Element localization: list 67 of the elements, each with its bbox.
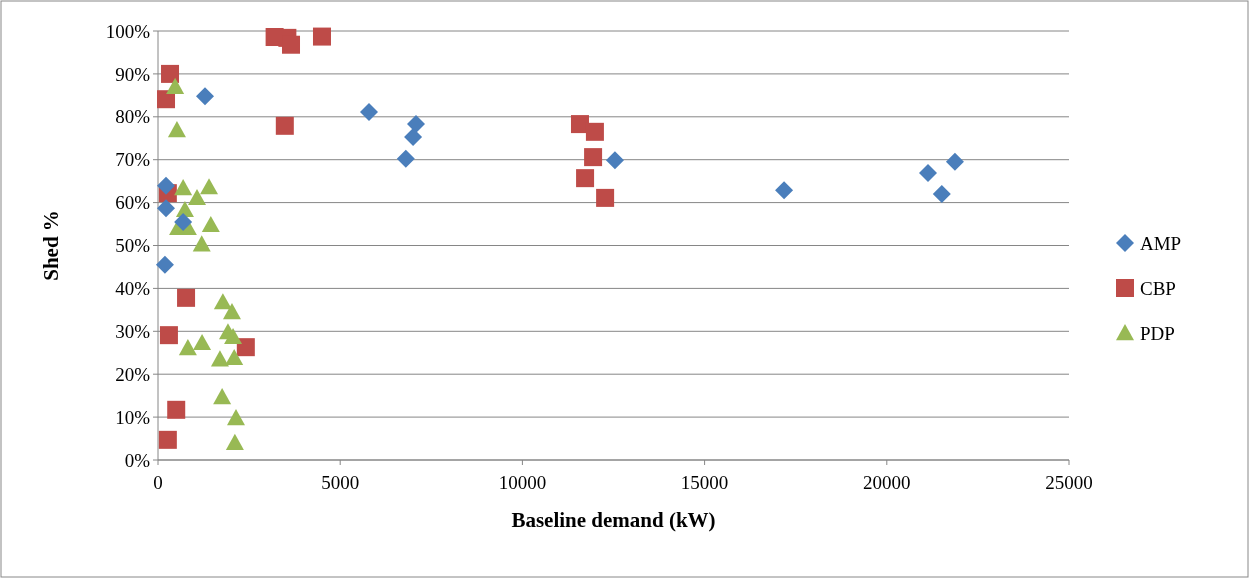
point [177, 288, 196, 307]
y-axis-title: Shed % [39, 210, 63, 281]
point [596, 188, 615, 207]
point [213, 293, 232, 310]
point [396, 149, 415, 168]
y-tick-label: 80% [115, 106, 151, 128]
y-tick-label: 100% [105, 20, 151, 42]
point [161, 64, 180, 83]
y-tick-label: 30% [115, 320, 151, 342]
point [158, 430, 177, 449]
point [404, 127, 423, 146]
y-tick-label: 90% [115, 63, 151, 85]
y-tick-label: 70% [115, 149, 151, 171]
point [157, 90, 176, 109]
point [225, 348, 244, 366]
point [178, 339, 197, 356]
point [187, 188, 206, 206]
y-tick-label: 0% [124, 449, 151, 471]
point [157, 176, 176, 195]
point [224, 327, 243, 345]
point [570, 115, 589, 134]
point [174, 179, 193, 196]
legend-label: CBP [1140, 277, 1176, 299]
y-tick-label: 40% [115, 278, 151, 300]
x-tick-label: 5000 [321, 472, 360, 493]
point [210, 350, 229, 367]
point [359, 103, 378, 122]
point [275, 116, 294, 135]
x-tick-label: 0 [153, 472, 163, 493]
point [226, 408, 245, 426]
y-tick-label: 60% [115, 192, 151, 214]
point [576, 169, 595, 188]
point [196, 87, 215, 106]
y-tick-label: 50% [115, 235, 151, 257]
legend-label: AMP [1140, 232, 1182, 254]
point [159, 326, 178, 345]
point [585, 122, 604, 141]
x-tick-label: 25000 [1045, 472, 1093, 493]
point [932, 185, 951, 204]
x-axis-title: Baseline demand (kW) [511, 508, 716, 532]
point [155, 255, 174, 274]
point [222, 303, 241, 320]
point [201, 215, 220, 233]
x-tick-label: 15000 [680, 472, 729, 493]
point [200, 178, 219, 195]
point [605, 151, 624, 170]
x-tick-label: 10000 [498, 472, 547, 493]
point [312, 27, 331, 46]
point [945, 152, 964, 171]
y-tick-label: 10% [115, 406, 151, 428]
point [236, 338, 255, 357]
point [157, 199, 176, 218]
point [167, 121, 186, 138]
point [225, 433, 244, 451]
point [775, 181, 794, 200]
point [584, 148, 603, 167]
point [166, 77, 185, 94]
y-tick-label: 20% [115, 363, 151, 385]
legend-label: PDP [1140, 322, 1175, 344]
point [407, 115, 425, 134]
point [193, 333, 212, 351]
point [213, 387, 232, 405]
point [174, 212, 193, 231]
point [192, 235, 211, 252]
point [918, 164, 937, 182]
x-tick-label: 20000 [863, 472, 911, 493]
point [167, 400, 186, 419]
